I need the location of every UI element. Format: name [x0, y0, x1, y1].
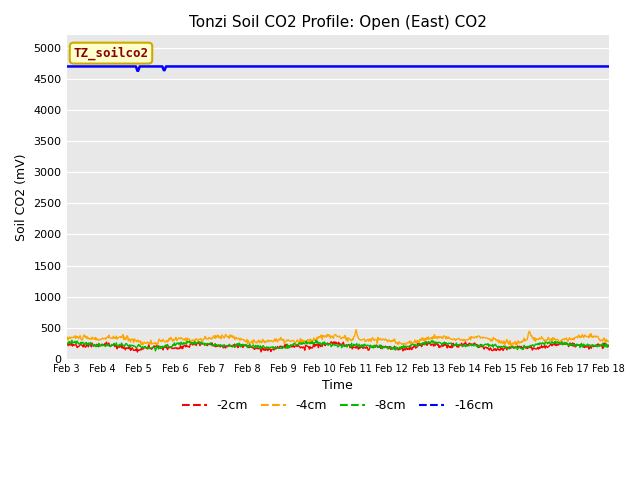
- X-axis label: Time: Time: [322, 379, 353, 392]
- Text: TZ_soilco2: TZ_soilco2: [74, 47, 148, 60]
- Y-axis label: Soil CO2 (mV): Soil CO2 (mV): [15, 154, 28, 241]
- Title: Tonzi Soil CO2 Profile: Open (East) CO2: Tonzi Soil CO2 Profile: Open (East) CO2: [189, 15, 486, 30]
- Legend: -2cm, -4cm, -8cm, -16cm: -2cm, -4cm, -8cm, -16cm: [177, 395, 499, 418]
